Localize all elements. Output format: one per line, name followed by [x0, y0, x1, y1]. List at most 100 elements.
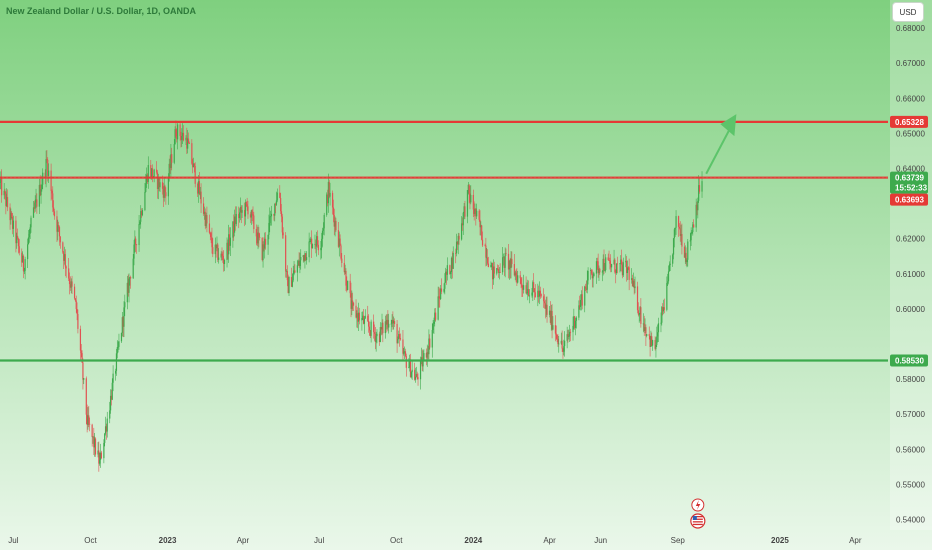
candle-body: [467, 184, 469, 191]
candle-body: [134, 238, 136, 245]
candle-body: [159, 182, 161, 188]
candle-body: [689, 240, 691, 242]
candle-body: [486, 257, 489, 264]
candle-body: [590, 270, 593, 274]
candle-body: [561, 340, 563, 349]
candle-body: [698, 185, 700, 201]
candle-body: [502, 257, 504, 273]
event-markers[interactable]: [690, 498, 706, 529]
lightning-icon-glyph: [695, 500, 701, 510]
candle-body: [382, 322, 384, 334]
candle-body: [596, 261, 598, 262]
candle-body: [362, 315, 365, 324]
x-tick-label: Sep: [671, 536, 686, 545]
candle-body: [373, 321, 375, 333]
us-flag-canton: [692, 516, 697, 520]
candle-body: [579, 300, 582, 307]
candle-body: [393, 321, 395, 324]
candle-body: [249, 214, 252, 218]
candle-body: [538, 290, 541, 297]
candle-body: [71, 281, 73, 287]
candle-body: [511, 258, 513, 265]
candle-body: [333, 214, 335, 227]
candle-body: [599, 268, 601, 273]
candle-body: [615, 263, 618, 274]
candle-body: [379, 327, 381, 342]
candle-body: [567, 334, 569, 337]
candle-body: [651, 336, 653, 346]
candle-body: [575, 317, 577, 321]
candle-body: [63, 252, 65, 261]
candle-body: [434, 312, 436, 322]
candle-body: [263, 244, 265, 249]
candle-body: [505, 253, 507, 254]
candle-body: [603, 258, 605, 271]
candle-body: [356, 313, 358, 318]
candle-body: [245, 202, 247, 205]
candle-body: [115, 370, 117, 374]
candle-body: [497, 268, 499, 270]
candle-body: [126, 282, 128, 303]
candle-body: [663, 307, 665, 310]
candle-body: [259, 237, 261, 239]
candle-body: [409, 359, 411, 368]
candle-body: [218, 257, 220, 260]
candle-body: [68, 278, 71, 285]
y-tick-label: 0.64000: [896, 164, 925, 173]
candle-body: [548, 310, 551, 315]
candle-body: [458, 235, 460, 240]
lightning-icon: [691, 498, 705, 512]
candle-body: [240, 206, 242, 213]
candle-body: [92, 436, 94, 438]
candle-body: [531, 292, 533, 296]
candle-body: [375, 336, 377, 343]
candle-body: [215, 244, 217, 249]
candle-body: [227, 242, 229, 255]
price-tag-countdown: 15:52:33: [895, 184, 928, 193]
candle-body: [455, 241, 458, 254]
currency-button[interactable]: USD: [892, 2, 924, 22]
price-axis-panel[interactable]: [890, 0, 932, 530]
candle-body: [650, 336, 652, 347]
candle-body: [58, 225, 60, 228]
candle-body: [609, 260, 611, 264]
candle-body: [540, 293, 542, 297]
candle-body: [16, 235, 19, 239]
candle-body: [578, 305, 580, 318]
candle-body: [323, 214, 325, 229]
candle-body: [140, 211, 143, 216]
candle-body: [153, 169, 155, 177]
candle-body: [660, 322, 662, 324]
candle-body: [514, 272, 516, 276]
candle-body: [646, 334, 648, 336]
candle-body: [396, 323, 398, 344]
candle-body: [228, 234, 230, 255]
symbol-title[interactable]: New Zealand Dollar / U.S. Dollar, 1D, OA…: [6, 6, 197, 16]
candle-body: [309, 241, 311, 242]
candle-body: [244, 209, 246, 217]
candle-body: [499, 272, 501, 273]
y-tick-label: 0.56000: [896, 445, 925, 454]
candle-body: [475, 208, 477, 217]
candle-body: [112, 373, 114, 383]
candle-body: [509, 260, 511, 269]
candle-body: [585, 288, 588, 290]
candle-body: [399, 338, 402, 340]
candle-body: [232, 221, 234, 238]
candle-body: [80, 350, 82, 354]
us-flag-stripe: [692, 523, 703, 526]
candle-body: [361, 318, 363, 321]
candle-body: [116, 347, 118, 354]
candle-body: [22, 255, 24, 263]
candle-body: [322, 228, 324, 231]
candle-body: [656, 336, 658, 345]
candle-body: [123, 307, 125, 327]
candle-body: [171, 154, 173, 163]
candle-body: [516, 275, 518, 283]
candle-body: [302, 255, 304, 258]
candle-body: [392, 320, 394, 324]
candle-body: [602, 258, 604, 272]
candle-body: [238, 213, 240, 219]
candle-body: [522, 286, 524, 290]
